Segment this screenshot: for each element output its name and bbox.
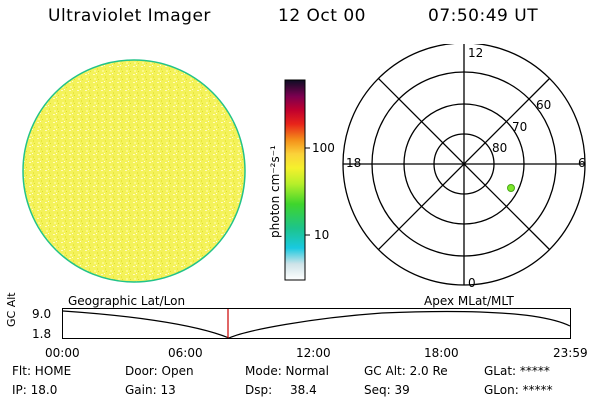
orbit-altitude-timeline	[62, 308, 571, 339]
info-glon: GLon: *****	[484, 383, 553, 397]
disk-circle	[22, 59, 246, 283]
colorbar-unit-label: photon cm⁻²s⁻¹	[268, 145, 282, 238]
info-ip: IP: 18.0	[12, 383, 58, 397]
gc-alt-axis-label: GC Alt	[5, 292, 18, 327]
info-door: Door: Open	[125, 364, 194, 378]
info-mode: Mode: Normal	[245, 364, 329, 378]
colorbar-tick-10: 10	[314, 228, 330, 242]
polar-label-0: 0	[468, 276, 476, 290]
gc-alt-max: 9.0	[32, 307, 52, 321]
gc-alt-min: 1.8	[32, 327, 52, 341]
header-time: 07:50:49 UT	[428, 6, 539, 26]
polar-label-60: 60	[536, 98, 552, 112]
x-tick-4: 23:59	[553, 346, 588, 360]
info-gc-alt: GC Alt: 2.0 Re	[364, 364, 448, 378]
info-glat: GLat: *****	[484, 364, 550, 378]
x-tick-1: 06:00	[168, 346, 203, 360]
polar-label-80: 80	[492, 141, 508, 155]
instrument-title: Ultraviolet Imager	[48, 6, 211, 26]
data-point	[507, 184, 515, 192]
x-tick-2: 12:00	[296, 346, 331, 360]
info-seq: Seq: 39	[364, 383, 410, 397]
info-gain: Gain: 13	[125, 383, 176, 397]
uv-disk-image	[22, 59, 246, 283]
apex-title: Apex MLat/MLT	[424, 294, 514, 308]
altitude-curve	[62, 310, 571, 339]
polar-label-70: 70	[512, 120, 528, 134]
polar-label-18: 18	[346, 156, 362, 170]
x-tick-3: 18:00	[424, 346, 459, 360]
info-dsp-label: Dsp:	[245, 383, 273, 397]
polar-mlat-mlt-plot	[342, 44, 586, 286]
geographic-title: Geographic Lat/Lon	[68, 294, 186, 308]
polar-label-6: 6	[578, 156, 586, 170]
polar-label-12: 12	[468, 46, 484, 60]
color-scale-bar: photon cm⁻²s⁻¹	[268, 79, 310, 281]
info-flt: Flt: HOME	[12, 364, 72, 378]
colorbar-tick-100: 100	[312, 141, 335, 155]
header-date: 12 Oct 00	[278, 6, 366, 26]
info-dsp-value: 38.4	[290, 383, 317, 397]
x-tick-0: 00:00	[45, 346, 80, 360]
